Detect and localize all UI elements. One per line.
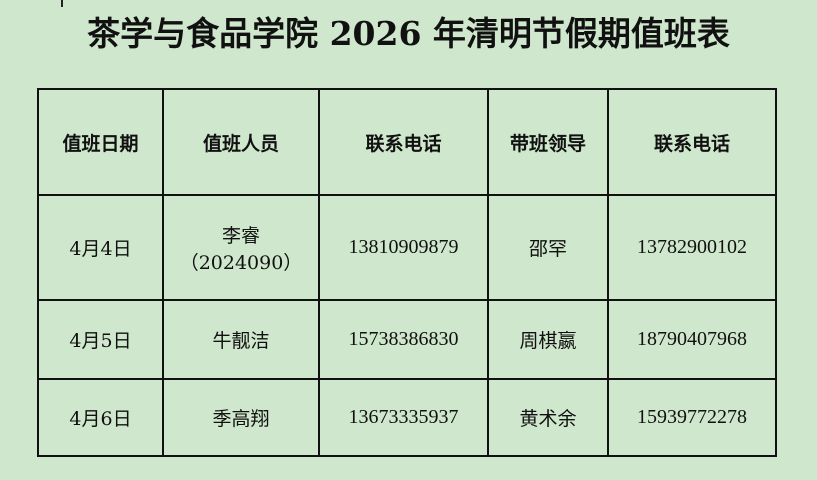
cell-staff-phone: 15738386830 bbox=[318, 299, 489, 380]
staff-name: 李睿 bbox=[221, 224, 260, 247]
cell-leader: 邵罕 bbox=[487, 194, 609, 301]
cell-staff-phone: 13673335937 bbox=[318, 378, 489, 457]
table-row: 4月4日 李睿 （2024090） 13810909879 邵罕 13782900… bbox=[37, 194, 777, 301]
cell-leader: 周棋嬴 bbox=[487, 299, 609, 380]
cell-staff: 牛靓洁 bbox=[162, 299, 320, 380]
header-leader: 带班领导 bbox=[487, 88, 609, 196]
text-cursor bbox=[61, 0, 63, 7]
cell-staff: 李睿 （2024090） bbox=[162, 194, 320, 301]
cell-staff: 季高翔 bbox=[162, 378, 320, 457]
cell-leader-phone: 18790407968 bbox=[607, 299, 777, 380]
staff-note: （2024090） bbox=[179, 251, 303, 274]
table-header-row: 值班日期 值班人员 联系电话 带班领导 联系电话 bbox=[37, 88, 777, 196]
header-staff: 值班人员 bbox=[162, 88, 320, 196]
duty-table: 值班日期 值班人员 联系电话 带班领导 联系电话 4月4日 李睿 （2024090… bbox=[37, 88, 777, 457]
cell-leader-phone: 13782900102 bbox=[607, 194, 777, 301]
cell-date: 4月4日 bbox=[37, 194, 164, 301]
page-title: 茶学与食品学院 2026 年清明节假期值班表 bbox=[87, 14, 730, 53]
cell-staff-phone: 13810909879 bbox=[318, 194, 489, 301]
cell-date: 4月5日 bbox=[37, 299, 164, 380]
header-date: 值班日期 bbox=[37, 88, 164, 196]
header-leader-phone: 联系电话 bbox=[607, 88, 777, 196]
cell-leader: 黄术余 bbox=[487, 378, 609, 457]
cell-leader-phone: 15939772278 bbox=[607, 378, 777, 457]
table-row: 4月6日 季高翔 13673335937 黄术余 15939772278 bbox=[37, 378, 777, 457]
header-staff-phone: 联系电话 bbox=[318, 88, 489, 196]
cell-date: 4月6日 bbox=[37, 378, 164, 457]
table-row: 4月5日 牛靓洁 15738386830 周棋嬴 18790407968 bbox=[37, 299, 777, 380]
